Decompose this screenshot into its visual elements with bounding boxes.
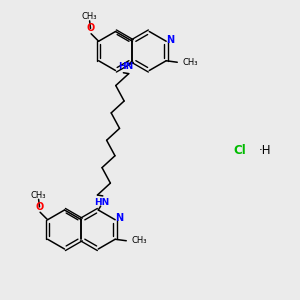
Text: N: N: [167, 35, 175, 45]
Text: CH₃: CH₃: [31, 191, 46, 200]
Text: ·H: ·H: [259, 143, 272, 157]
Text: HN: HN: [118, 62, 134, 70]
Text: CH₃: CH₃: [183, 58, 198, 67]
Text: O: O: [35, 202, 44, 212]
Text: O: O: [86, 23, 94, 33]
Text: N: N: [116, 213, 124, 223]
Text: HN: HN: [94, 198, 109, 207]
Text: CH₃: CH₃: [132, 236, 147, 245]
Text: Cl: Cl: [234, 143, 246, 157]
Text: CH₃: CH₃: [82, 12, 98, 21]
